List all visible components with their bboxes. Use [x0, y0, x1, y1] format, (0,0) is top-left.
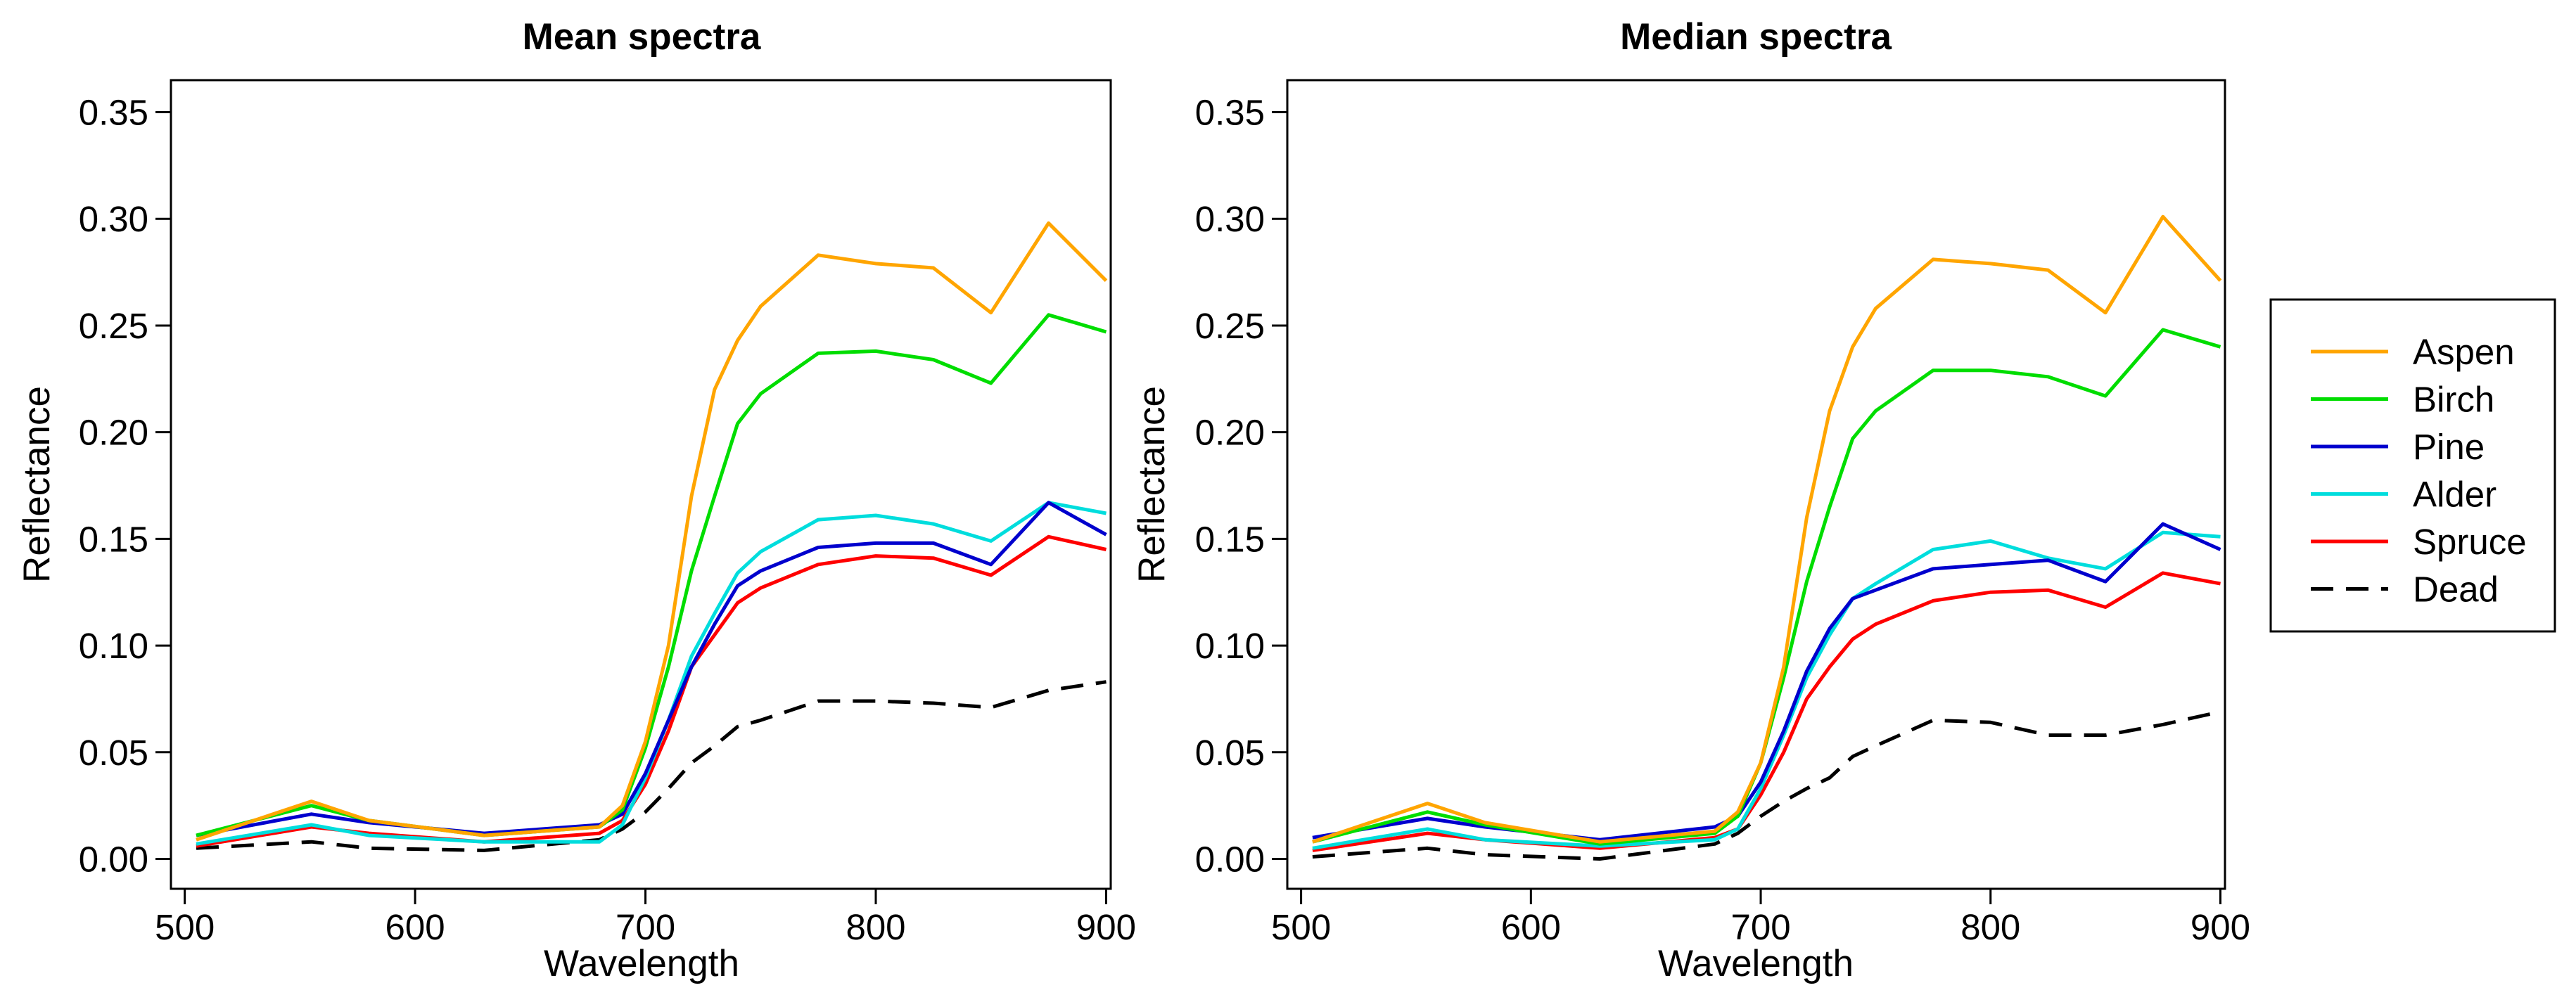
legend-label-dead: Dead	[2413, 570, 2499, 610]
y-tick-label: 0.15	[1195, 519, 1265, 559]
series-line-aspen	[196, 221, 1108, 842]
y-tick-label: 0.15	[79, 519, 148, 559]
legend-label-spruce: Spruce	[2413, 522, 2527, 562]
y-tick-label: 0.00	[1195, 840, 1265, 880]
y-tick-label: 0.10	[79, 626, 148, 666]
y-axis-label: Reflectance	[16, 386, 58, 583]
series-line-spruce	[196, 534, 1107, 848]
y-tick-label: 0.35	[79, 93, 148, 133]
y-axis-label: Reflectance	[1131, 386, 1173, 583]
x-tick-label: 500	[1271, 907, 1331, 947]
y-tick-label: 0.25	[79, 306, 148, 346]
x-axis-label: Wavelength	[544, 943, 739, 984]
chart-title: Mean spectra	[523, 16, 761, 58]
legend: Aspen Birch Pine Alder Spruce Dead	[2269, 298, 2556, 633]
y-tick-label: 0.35	[1195, 93, 1265, 133]
chart-title: Median spectra	[1620, 16, 1892, 58]
x-axis-label: Wavelength	[1658, 943, 1854, 984]
series-line-aspen	[1312, 214, 2222, 844]
y-tick-label: 0.30	[1195, 199, 1265, 239]
y-tick-label: 0.30	[79, 199, 148, 239]
series-line-pine	[1312, 522, 2221, 842]
legend-label-birch: Birch	[2413, 380, 2494, 420]
y-tick-label: 0.10	[1195, 626, 1265, 666]
x-tick-label: 600	[1501, 907, 1561, 947]
series-line-dead	[1312, 709, 2221, 861]
mean-spectra-panel: Mean spectra 500 600 700 800 900 0.00 0.05 0.10…	[16, 16, 1136, 984]
series-line-alder	[196, 501, 1107, 846]
y-tick-label: 0.00	[79, 840, 148, 880]
x-tick-label: 500	[155, 907, 215, 947]
legend-items: Aspen Birch Pine Alder Spruce Dead	[2311, 332, 2527, 610]
series-lines	[1312, 214, 2222, 861]
x-tick-label: 700	[1730, 907, 1790, 947]
series-line-birch	[1312, 328, 2221, 846]
plot-frame	[170, 79, 1112, 890]
x-tick-label: 600	[385, 907, 445, 947]
y-tick-label: 0.25	[1195, 306, 1265, 346]
median-spectra-panel: Median spectra 500 600 700 800 900 0.00 0.05 0.…	[1131, 16, 2250, 984]
legend-box	[2269, 298, 2556, 633]
series-lines	[196, 221, 1108, 852]
x-tick-label: 700	[616, 907, 675, 947]
legend-label-pine: Pine	[2413, 427, 2485, 467]
y-tick-label: 0.05	[79, 733, 148, 773]
y-tick-label: 0.20	[1195, 413, 1265, 453]
x-tick-label: 900	[2191, 907, 2250, 947]
x-tick-label: 800	[846, 907, 905, 947]
series-line-pine	[196, 501, 1107, 837]
legend-label-alder: Alder	[2413, 475, 2497, 515]
axis-ticks: 500 600 700 800 900 0.00 0.05 0.10 0.15 0.20 0.25 0…	[79, 93, 1136, 947]
plot-frame	[1286, 79, 2226, 890]
axis-ticks: 500 600 700 800 900 0.00 0.05 0.10 0.15 0.20 0.25 0…	[1195, 93, 2250, 947]
y-tick-label: 0.05	[1195, 733, 1265, 773]
x-tick-label: 900	[1076, 907, 1136, 947]
x-tick-label: 800	[1960, 907, 2020, 947]
series-line-alder	[1312, 530, 2221, 850]
legend-label-aspen: Aspen	[2413, 332, 2515, 372]
series-line-dead	[196, 680, 1107, 852]
y-tick-label: 0.20	[79, 413, 148, 453]
